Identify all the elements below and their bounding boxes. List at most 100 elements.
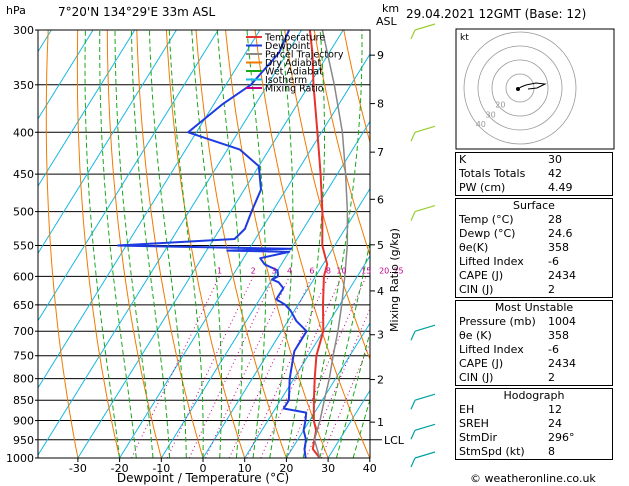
- surface-value: 2434: [548, 269, 576, 282]
- pressure-tick-label: 550: [13, 239, 34, 252]
- wind-barb-flag: [410, 399, 416, 410]
- mixing-ratio-tick-label: 8: [326, 266, 331, 275]
- pressure-tick-label: 500: [13, 206, 34, 219]
- wet-adiabat-line: [269, 30, 294, 458]
- most-unstable-box: Most Unstable Pressure (mb) 1004 θe (K) 358…: [455, 300, 613, 386]
- hodograph-frame: [455, 28, 615, 150]
- surface-label: Lifted Index: [459, 255, 524, 268]
- most-unstable-label: CAPE (J): [459, 357, 504, 370]
- hodograph-stat-label: EH: [459, 403, 475, 416]
- temperature-tick-label: 20: [279, 462, 293, 475]
- index-row: K 30: [456, 153, 612, 167]
- wind-barb: [414, 423, 436, 431]
- surface-value: 28: [548, 213, 562, 226]
- mixing-ratio-labels: 1 2 3 4 6 8 10 15 20 25: [217, 266, 404, 275]
- wet-adiabat-line: [84, 30, 121, 458]
- surface-row: Temp (°C) 28: [456, 213, 612, 227]
- hodograph-ring: [491, 59, 549, 117]
- hodograph-stat-row: StmDir 296°: [456, 431, 612, 445]
- footer-credit: © weatheronline.co.uk: [470, 472, 596, 485]
- location-label: 7°20'N 134°29'E 33m ASL: [58, 5, 215, 19]
- index-value: 4.49: [548, 181, 573, 194]
- surface-row: Dewp (°C) 24.6: [456, 227, 612, 241]
- index-label: Totals Totals: [459, 167, 526, 180]
- surface-value: 24.6: [548, 227, 573, 240]
- wet-adiabat-line: [285, 30, 325, 458]
- wind-barb: [414, 205, 436, 213]
- pressure-tick-label: 350: [13, 79, 34, 92]
- hodograph-stat-value: 12: [548, 403, 562, 416]
- pressure-tick-label: 850: [13, 394, 34, 407]
- isotherm-line: [38, 30, 302, 457]
- pressure-tick-label: 600: [13, 270, 34, 283]
- hodograph-stat-value: 24: [548, 417, 562, 430]
- hodograph-table-box: Hodograph EH 12 SREH 24 StmDir 296° StmSpd (kt…: [455, 388, 613, 460]
- index-row: PW (cm) 4.49: [456, 181, 612, 195]
- wind-barb-flag: [410, 132, 416, 142]
- wet-adiabat-line: [191, 30, 223, 458]
- isotherm-line: [285, 322, 370, 458]
- isotherm-line: [77, 30, 344, 458]
- most-unstable-value: -6: [548, 343, 559, 356]
- dry-adiabat-line: [45, 30, 79, 458]
- most-unstable-label: Lifted Index: [459, 343, 524, 356]
- height-tick-label: 6: [377, 193, 384, 206]
- wind-barb: [414, 324, 436, 332]
- height-tick-label: 1: [377, 416, 384, 429]
- wet-adiabat-line: [130, 30, 171, 458]
- legend-label: Dewpoint: [265, 41, 310, 52]
- surface-label: CAPE (J): [459, 269, 504, 282]
- mixing-ratio-tick-label: 2: [251, 266, 256, 275]
- dry-adiabat-line: [165, 30, 246, 458]
- temperature-tick-label: -20: [111, 462, 129, 475]
- hodograph-ring-label: 40: [476, 120, 486, 129]
- legend-label: Parcel Trajectory: [265, 50, 344, 61]
- mixing-ratio-axis-label: Mixing Ratio (g/kg): [388, 228, 401, 332]
- hodograph-ring: [463, 31, 577, 145]
- temperature-tick-label: 0: [200, 462, 207, 475]
- legend-label: Wet Adiabat: [265, 67, 323, 78]
- surface-value: 358: [548, 241, 569, 254]
- hodograph-stat-row: SREH 24: [456, 417, 612, 431]
- wind-barb-flag: [410, 330, 416, 341]
- mixing-ratio-line: [305, 307, 370, 458]
- legend-label: Isotherm: [265, 75, 307, 86]
- height-tick-label: 9: [377, 49, 384, 62]
- temperature-tick-label: -10: [152, 462, 170, 475]
- wind-barb-flag: [410, 430, 416, 440]
- wet-adiabat-line: [246, 30, 267, 458]
- km-unit-label: km: [382, 2, 399, 15]
- hodograph-ring-label: 20: [495, 101, 505, 110]
- dewpoint-line: [116, 30, 308, 458]
- mixing-ratio-tick-label: 10: [336, 266, 346, 275]
- parcel-trajectory-line: [313, 30, 349, 458]
- pressure-tick-label: 800: [13, 373, 34, 386]
- height-tick-label: 4: [377, 285, 384, 298]
- most-unstable-title: Most Unstable: [494, 301, 574, 314]
- pressure-tick-label: 750: [13, 350, 34, 363]
- height-tick-label: 8: [377, 98, 384, 111]
- height-tick-label: 3: [377, 329, 384, 342]
- most-unstable-value: 1004: [548, 315, 576, 328]
- most-unstable-row: Lifted Index -6: [456, 343, 612, 357]
- most-unstable-value: 2: [548, 371, 555, 384]
- wind-barb: [414, 23, 436, 31]
- most-unstable-value: 358: [548, 329, 569, 342]
- dry-adiabat-line: [136, 30, 204, 458]
- pressure-tick-label: 300: [13, 24, 34, 37]
- lcl-label: LCL: [384, 434, 405, 447]
- isotherm-line: [38, 30, 177, 255]
- surface-box: Surface Temp (°C) 28 Dewp (°C) 24.6 θe(K) 358…: [455, 198, 613, 298]
- surface-label: Temp (°C): [459, 213, 514, 226]
- mixing-ratio-tick-label: 25: [393, 266, 403, 275]
- hodograph-table-title: Hodograph: [503, 389, 565, 402]
- dry-adiabat-line: [254, 30, 370, 458]
- pressure-tick-label: 400: [13, 126, 34, 139]
- temperature-tick-label: 30: [321, 462, 335, 475]
- surface-row: Lifted Index -6: [456, 255, 612, 269]
- wind-barb-flag: [410, 29, 416, 40]
- legend-label: Dry Adiabat: [265, 58, 322, 69]
- isotherm-line: [38, 30, 94, 120]
